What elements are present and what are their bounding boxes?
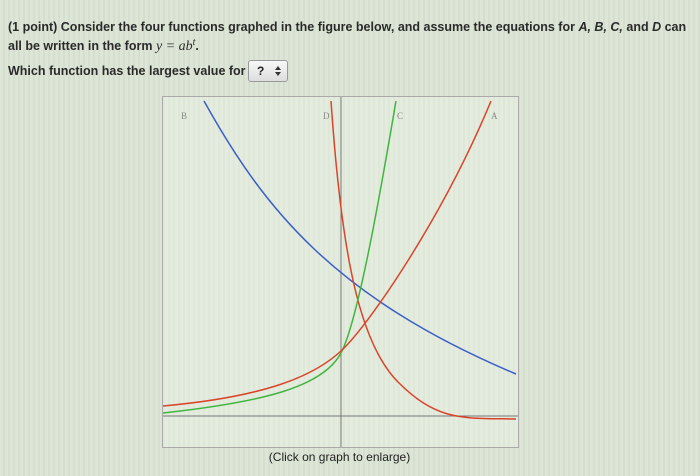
text: can all be written in the form (8, 20, 687, 54)
select-value: ? (257, 64, 265, 78)
text: Consider the four functions graphed in t… (60, 20, 575, 34)
variables: A, B, C, (578, 20, 623, 34)
problem-text: (1 point) Consider the four functions gr… (8, 20, 688, 54)
variable: D (652, 20, 662, 34)
period: . (195, 39, 199, 54)
formula: y = ab (155, 39, 193, 55)
exponent: t (192, 37, 196, 48)
curve-label: A (491, 111, 498, 121)
question-text: Which function has the largest value for (8, 64, 246, 78)
curve-label: C (397, 111, 403, 121)
text: and (626, 20, 649, 34)
points: (1 point) (8, 20, 58, 34)
curve-label: B (181, 111, 187, 121)
curve-c (163, 100, 397, 414)
curve-b (203, 100, 517, 375)
answer-select[interactable]: ? (248, 60, 288, 82)
curve-d (330, 100, 517, 420)
graph[interactable]: B D C A (162, 96, 519, 448)
caption[interactable]: (Click on graph to enlarge) (268, 450, 411, 464)
question: Which function has the largest value for… (8, 64, 264, 80)
curve-label: D (323, 111, 330, 121)
select-arrows (275, 66, 281, 76)
curve-a (163, 100, 492, 407)
